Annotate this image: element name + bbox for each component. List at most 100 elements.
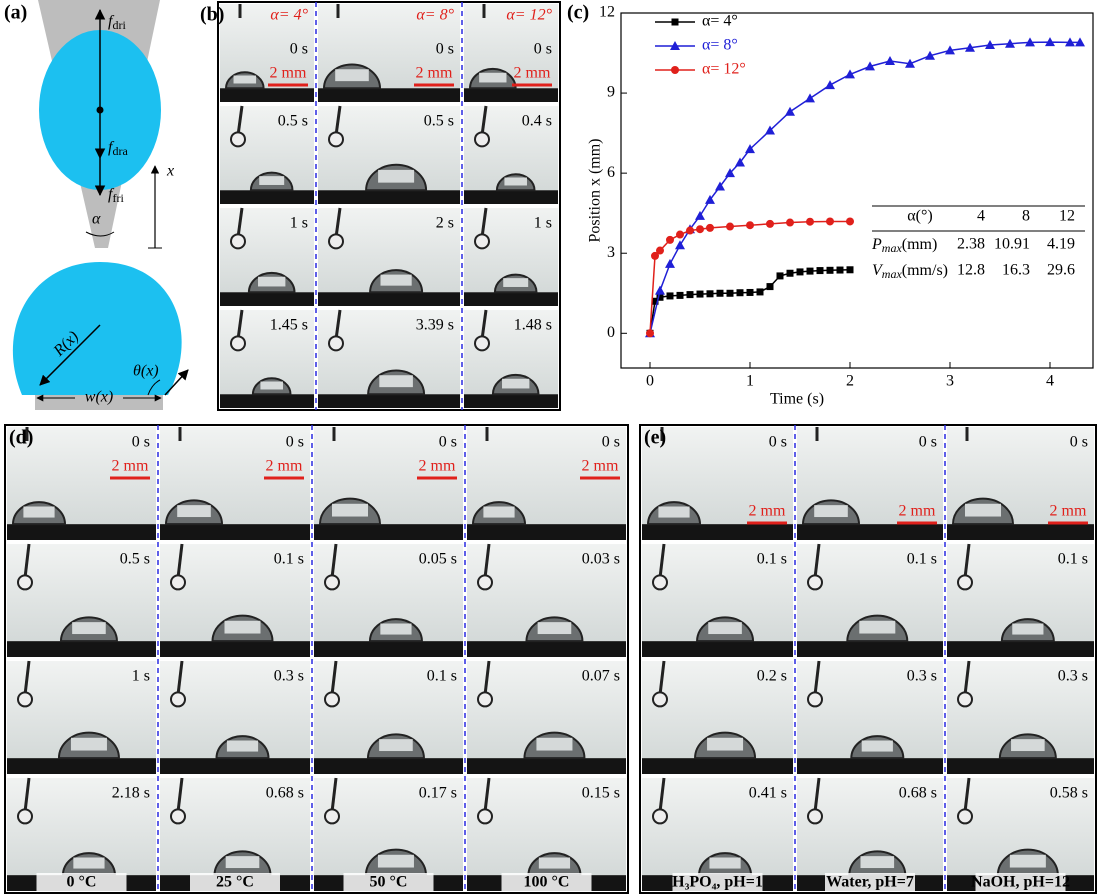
substrate xyxy=(797,641,943,657)
time-label: 1.48 s xyxy=(514,317,552,334)
table-cell: 4.19 xyxy=(1047,236,1075,253)
panel-label: (a) xyxy=(4,2,27,24)
x-tick-label: 0 xyxy=(646,373,654,390)
substrate xyxy=(318,394,460,408)
substrate xyxy=(220,292,314,306)
condition-label: NaOH, pH=12 xyxy=(971,874,1070,891)
y-tick-label: 3 xyxy=(607,244,615,261)
pendant-drop xyxy=(475,336,489,350)
angle-label: α= 4° xyxy=(270,7,308,24)
marker xyxy=(717,290,724,297)
condition-label: 100 °C xyxy=(524,874,570,891)
pendant-drop xyxy=(18,575,32,589)
panel-label: (c) xyxy=(567,2,589,24)
droplet-glint xyxy=(72,622,106,634)
marker xyxy=(707,290,714,297)
marker xyxy=(826,217,834,225)
droplet-glint xyxy=(502,379,529,389)
figure: fdri fdra ffri x α R(x) θ(x) w(x) (a) 0 … xyxy=(0,0,1099,895)
time-label: 0 s xyxy=(290,41,308,58)
time-label: 0.1 s xyxy=(907,551,937,568)
plot-frame xyxy=(621,13,1093,368)
legend-marker xyxy=(671,66,679,74)
marker xyxy=(697,291,704,298)
substrate xyxy=(314,641,463,657)
time-label: 3.39 s xyxy=(416,317,454,334)
legend-label: α= 8° xyxy=(702,37,738,54)
scale-bar-label: 2 mm xyxy=(514,65,551,82)
time-label: 0 s xyxy=(132,434,150,451)
substrate xyxy=(464,88,558,102)
marker xyxy=(687,291,694,298)
pendant-drop xyxy=(171,692,185,706)
marker xyxy=(766,220,774,228)
scale-bar-label: 2 mm xyxy=(1050,503,1087,520)
droplet-glint xyxy=(539,858,570,869)
angle-label: α xyxy=(92,211,101,228)
marker xyxy=(747,289,754,296)
time-label: 0.17 s xyxy=(419,785,457,802)
droplet-glint xyxy=(709,858,740,869)
time-label: 0 s xyxy=(919,434,937,451)
substrate xyxy=(160,524,310,540)
pendant-drop xyxy=(231,336,245,350)
droplet-glint xyxy=(859,621,895,634)
x-tick-label: 2 xyxy=(846,373,854,390)
marker xyxy=(845,69,855,78)
droplet-glint xyxy=(1012,624,1043,635)
table-row-label: Pmax(mm) xyxy=(871,236,937,255)
scale-bar-label: 2 mm xyxy=(749,503,786,520)
marker xyxy=(666,236,674,244)
marker xyxy=(786,219,794,227)
table-header: 8 xyxy=(1022,208,1030,225)
droplet-glint xyxy=(504,177,527,185)
y-tick-label: 9 xyxy=(607,84,615,101)
time-label: 0.03 s xyxy=(582,551,620,568)
time-label: 1 s xyxy=(534,215,552,232)
time-label: 0.1 s xyxy=(757,551,787,568)
droplet-glint xyxy=(23,507,54,518)
pendant-drop xyxy=(808,809,822,823)
droplet-glint xyxy=(861,856,895,868)
pendant-drop xyxy=(478,809,492,823)
series-line xyxy=(650,42,1080,333)
time-label: 0 s xyxy=(436,41,454,58)
scale-bar-label: 2 mm xyxy=(266,458,303,475)
panel-label: (d) xyxy=(9,427,33,449)
droplet-glint xyxy=(479,73,506,83)
time-label: 0 s xyxy=(534,41,552,58)
pendant-drop xyxy=(808,692,822,706)
droplet-glint xyxy=(73,858,104,869)
substrate xyxy=(464,190,558,204)
droplet-glint xyxy=(378,855,414,868)
angle-label: α= 8° xyxy=(416,7,454,24)
pendant-drop xyxy=(653,692,667,706)
marker xyxy=(837,267,844,274)
legend-marker xyxy=(672,19,679,26)
pendant-drop xyxy=(653,575,667,589)
marker xyxy=(825,80,835,89)
marker xyxy=(787,270,794,277)
time-label: 0.41 s xyxy=(749,785,787,802)
marker xyxy=(667,292,674,299)
substrate xyxy=(318,190,460,204)
scale-bar-label: 2 mm xyxy=(899,503,936,520)
substrate xyxy=(160,758,310,774)
axis-label: x xyxy=(166,163,174,180)
droplet-glint xyxy=(483,507,514,518)
droplet-glint xyxy=(536,738,572,751)
pendant-drop xyxy=(231,234,245,248)
time-label: 0.05 s xyxy=(419,551,457,568)
panel-label: (e) xyxy=(644,427,666,449)
x-tick-label: 1 xyxy=(746,373,754,390)
panel-a: fdri fdra ffri x α R(x) θ(x) w(x) (a) xyxy=(4,0,188,410)
subscript: max xyxy=(882,267,903,281)
marker xyxy=(805,93,815,102)
substrate xyxy=(314,758,463,774)
marker xyxy=(727,290,734,297)
droplet-glint xyxy=(335,69,369,81)
substrate xyxy=(7,758,156,774)
pendant-drop xyxy=(808,575,822,589)
subscript: fri xyxy=(112,191,124,205)
time-label: 0.68 s xyxy=(266,785,304,802)
